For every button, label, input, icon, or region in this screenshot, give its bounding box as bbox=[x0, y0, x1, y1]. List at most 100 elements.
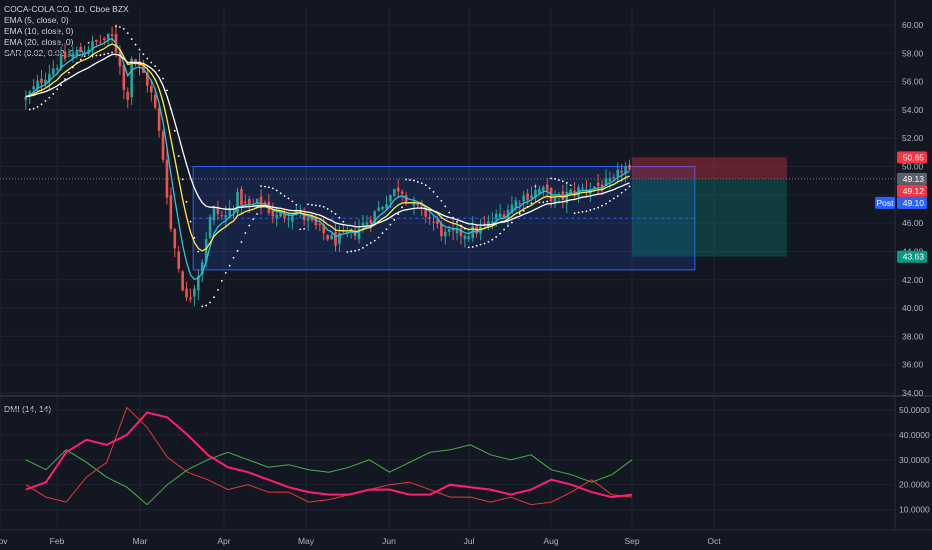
candle bbox=[330, 235, 333, 240]
candle bbox=[400, 191, 404, 194]
candle bbox=[181, 271, 184, 291]
candle bbox=[169, 195, 173, 229]
candle bbox=[322, 224, 326, 234]
candle bbox=[389, 195, 392, 202]
sar-dot bbox=[589, 209, 592, 211]
take-profit-zone bbox=[632, 178, 787, 257]
sar-dot bbox=[479, 243, 482, 246]
last-price-tag bbox=[897, 172, 927, 185]
dmi-line-minus-di bbox=[25, 406, 633, 506]
sar-dot bbox=[409, 179, 411, 181]
price-tick-label: 50.00 bbox=[902, 162, 924, 172]
sar-dot bbox=[209, 301, 211, 304]
candle bbox=[514, 200, 518, 208]
time-tick-label: May bbox=[298, 536, 315, 546]
sar-dot bbox=[554, 178, 556, 180]
candle bbox=[416, 203, 420, 206]
sar-dot bbox=[181, 178, 184, 181]
sar-dot bbox=[354, 250, 357, 252]
time-tick-label: Jun bbox=[382, 536, 396, 546]
price-tick-label: 42.00 bbox=[902, 275, 924, 285]
candle bbox=[32, 86, 35, 90]
sar-dot bbox=[295, 203, 298, 206]
candle bbox=[396, 187, 400, 192]
sar-dot bbox=[271, 187, 274, 190]
price-axis-labels: 60.0058.0056.0054.0052.0050.0048.0046.00… bbox=[899, 20, 930, 515]
close-price-tag-text: 49.12 bbox=[903, 186, 925, 196]
candle bbox=[494, 213, 498, 220]
time-tick-label: Sep bbox=[624, 536, 639, 546]
legend-ema-5[interactable]: EMA (5, close, 0) bbox=[4, 15, 69, 25]
sar-dot bbox=[471, 246, 474, 248]
sar-dot bbox=[95, 54, 98, 57]
sar-dot bbox=[487, 240, 490, 243]
candle bbox=[334, 231, 337, 246]
sar-dot bbox=[154, 65, 157, 67]
sar-dot bbox=[350, 250, 353, 253]
sar-dot bbox=[373, 239, 376, 242]
sar-dot bbox=[28, 108, 31, 111]
sar-dot bbox=[166, 89, 168, 92]
price-tick-label: 60.00 bbox=[902, 20, 924, 30]
candle bbox=[208, 216, 212, 238]
candle bbox=[110, 34, 114, 36]
candle bbox=[440, 223, 443, 237]
candle bbox=[436, 219, 439, 225]
candle bbox=[71, 53, 75, 59]
legend-ema-10[interactable]: EMA (10, close, 0) bbox=[4, 26, 74, 36]
sar-dot bbox=[416, 181, 419, 183]
sar-dot bbox=[577, 211, 580, 214]
candle bbox=[385, 204, 388, 209]
sar-dot bbox=[597, 206, 600, 209]
stop-price-tag bbox=[897, 151, 927, 164]
sar-dot bbox=[420, 182, 423, 185]
sar-dot bbox=[346, 251, 349, 253]
sar-dot bbox=[311, 203, 313, 206]
sar-dot bbox=[381, 232, 384, 235]
dmi-legend[interactable]: DMI (14, 14) bbox=[4, 404, 52, 414]
candle bbox=[122, 64, 126, 90]
candle bbox=[153, 94, 157, 108]
candle bbox=[628, 164, 631, 170]
sar-dot bbox=[111, 51, 113, 54]
candle bbox=[483, 223, 486, 225]
sar-dot bbox=[119, 26, 121, 28]
time-tick-label: Aug bbox=[543, 536, 558, 546]
candle bbox=[373, 211, 377, 226]
candle bbox=[48, 73, 51, 81]
sar-dot bbox=[260, 185, 262, 188]
candle bbox=[24, 96, 28, 100]
candle bbox=[491, 221, 494, 225]
sar-dot bbox=[334, 212, 337, 215]
sar-dot bbox=[60, 84, 63, 87]
candle bbox=[420, 203, 424, 207]
candle bbox=[447, 229, 451, 233]
sar-dot bbox=[467, 246, 470, 249]
sar-dot bbox=[56, 88, 59, 91]
sar-dot bbox=[565, 181, 568, 184]
price-tick-label: 54.00 bbox=[902, 105, 924, 115]
time-tick-label: Jul bbox=[464, 536, 475, 546]
sar-dot bbox=[68, 71, 70, 74]
candle bbox=[44, 79, 47, 84]
sar-dot bbox=[193, 236, 196, 239]
price-tick-label: 38.00 bbox=[902, 331, 924, 341]
candle bbox=[451, 228, 455, 231]
legend-ema-20[interactable]: EMA (20, close, 0) bbox=[4, 37, 74, 47]
sar-dot bbox=[48, 96, 51, 99]
candle bbox=[369, 220, 373, 224]
sar-dot bbox=[244, 232, 247, 234]
candle bbox=[59, 54, 63, 69]
sar-dot bbox=[185, 200, 188, 203]
candle bbox=[510, 204, 514, 214]
candle bbox=[216, 207, 220, 214]
sar-dot bbox=[158, 69, 161, 72]
sar-dot bbox=[142, 53, 145, 56]
sar-dot bbox=[299, 228, 302, 231]
sar-dot bbox=[330, 210, 333, 213]
candle bbox=[36, 80, 39, 89]
sar-dot bbox=[522, 209, 525, 212]
candle bbox=[165, 159, 169, 198]
candle bbox=[259, 196, 263, 206]
